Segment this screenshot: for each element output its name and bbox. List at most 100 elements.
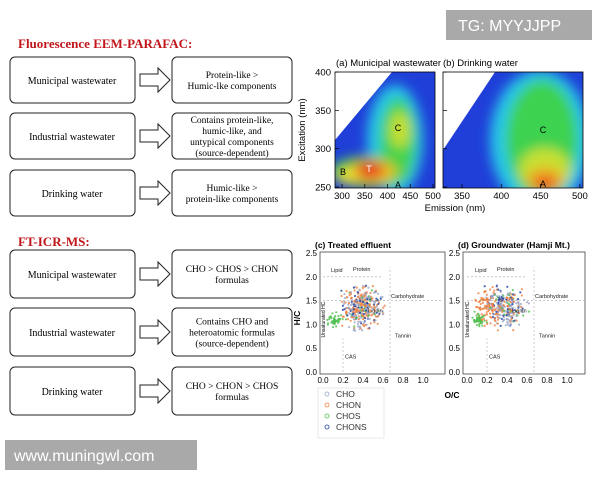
scatter-dot	[363, 304, 366, 307]
scatter-dot	[360, 312, 364, 315]
scatter-dot	[376, 299, 379, 302]
scatter-dot	[365, 291, 368, 294]
result-line: Protein-like >	[206, 71, 259, 81]
scatter-dot	[475, 320, 478, 323]
scatter-dot	[515, 315, 518, 318]
scatter-dot	[350, 316, 353, 319]
y-tick-label: 2.0	[449, 273, 461, 282]
scatter-dot	[485, 297, 489, 300]
result-line: untypical components	[190, 138, 274, 148]
scatter-dot	[481, 324, 484, 327]
x-tick-label: 0.6	[377, 376, 389, 385]
scatter-dot	[506, 318, 509, 321]
scatter-dot	[366, 302, 369, 305]
result-line: CHO > CHON > CHOS	[186, 382, 279, 392]
result-line: Contains protein-like,	[191, 116, 274, 126]
scatter-dot	[483, 324, 486, 328]
scatter-dot	[522, 314, 525, 317]
scatter-dot	[527, 310, 531, 313]
scatter-dot	[509, 315, 512, 318]
source-box	[9, 112, 136, 160]
scatter-dot	[491, 302, 494, 305]
scatter-dot	[373, 313, 376, 316]
scatter-dot	[475, 323, 478, 327]
scatter-dot	[340, 294, 343, 298]
legend-label: CHON	[336, 400, 361, 410]
scatter-dot	[513, 319, 516, 322]
scatter-dot	[491, 315, 494, 319]
scatter-dot	[335, 311, 338, 314]
scatter-dot	[517, 298, 520, 301]
scatter-dot	[471, 316, 474, 319]
scatter-dot	[483, 298, 486, 301]
result-box	[171, 307, 293, 357]
scatter-dot	[501, 305, 504, 308]
scatter-dot	[334, 315, 337, 318]
scatter-dot	[485, 311, 488, 314]
scatter-dot	[375, 297, 378, 300]
scatter-dot	[345, 296, 348, 299]
scatter-dot	[485, 293, 488, 296]
scatter-dot	[474, 298, 477, 301]
scatter-dot	[481, 307, 484, 310]
scatter-dot	[341, 304, 344, 307]
scatter-dot	[373, 309, 376, 312]
scatter-dot	[357, 318, 360, 321]
y-tick-label: 0.0	[449, 368, 461, 377]
result-box	[171, 366, 293, 416]
scatter-dot	[494, 300, 497, 303]
source-label: Drinking water	[42, 387, 103, 398]
scatter-dot	[502, 309, 506, 312]
region-label: Lipid	[331, 268, 343, 274]
scatter-dot	[358, 288, 361, 291]
y-tick-label: 2.0	[306, 273, 318, 282]
scatter-dot	[367, 297, 370, 300]
scatter-dot	[326, 318, 329, 321]
scatter-dot	[361, 308, 364, 311]
scatter-dot	[335, 325, 338, 328]
scatter-dot	[498, 296, 501, 299]
result-line: protein-like components	[186, 195, 279, 205]
scatter-dot	[480, 313, 483, 316]
scatter-dot	[366, 312, 369, 315]
scatter-dot	[481, 301, 484, 304]
scatter-dot	[341, 324, 344, 327]
y-tick-label: 0.0	[306, 368, 318, 377]
scatter-dot	[477, 312, 480, 315]
scatter-dot	[365, 309, 368, 312]
scatter-dot	[381, 313, 384, 316]
x-tick-label: 0.4	[357, 376, 369, 385]
scatter-dot	[368, 303, 371, 306]
scatter-dot	[510, 319, 514, 322]
scatter-dot	[526, 301, 529, 304]
scatter-dot	[511, 297, 514, 300]
scatter-dot	[515, 319, 518, 322]
scatter-dot	[519, 291, 522, 294]
y-tick-label: 2.5	[306, 249, 318, 258]
scatter-dot	[495, 301, 498, 304]
scatter-dot	[497, 307, 500, 310]
scatter-dot	[515, 310, 518, 313]
y-tick-label: 300	[315, 144, 331, 155]
scatter-dot	[357, 304, 360, 307]
scatter-dot	[353, 325, 356, 328]
region-label: Lignin	[512, 309, 527, 315]
scatter-dot	[518, 323, 521, 326]
scatter-dot	[489, 306, 492, 309]
scatter-dot	[356, 325, 360, 328]
region-label: Unsaturated HC	[321, 301, 327, 337]
scatter-dot	[379, 296, 382, 299]
region-label: CAS	[345, 355, 357, 361]
scatter-dot	[499, 324, 502, 327]
scatter-dot	[349, 291, 353, 294]
scatter-dot	[475, 306, 478, 309]
plot-frame	[334, 71, 436, 189]
scatter-dot	[364, 284, 368, 287]
scatter-dot	[517, 312, 521, 315]
scatter-dot	[517, 303, 520, 306]
x-tick-label: 0.0	[317, 376, 329, 385]
scatter-dot	[496, 316, 499, 319]
scatter-dot	[499, 308, 502, 311]
result-line: formulas	[215, 275, 249, 286]
scatter-dot	[361, 314, 364, 317]
